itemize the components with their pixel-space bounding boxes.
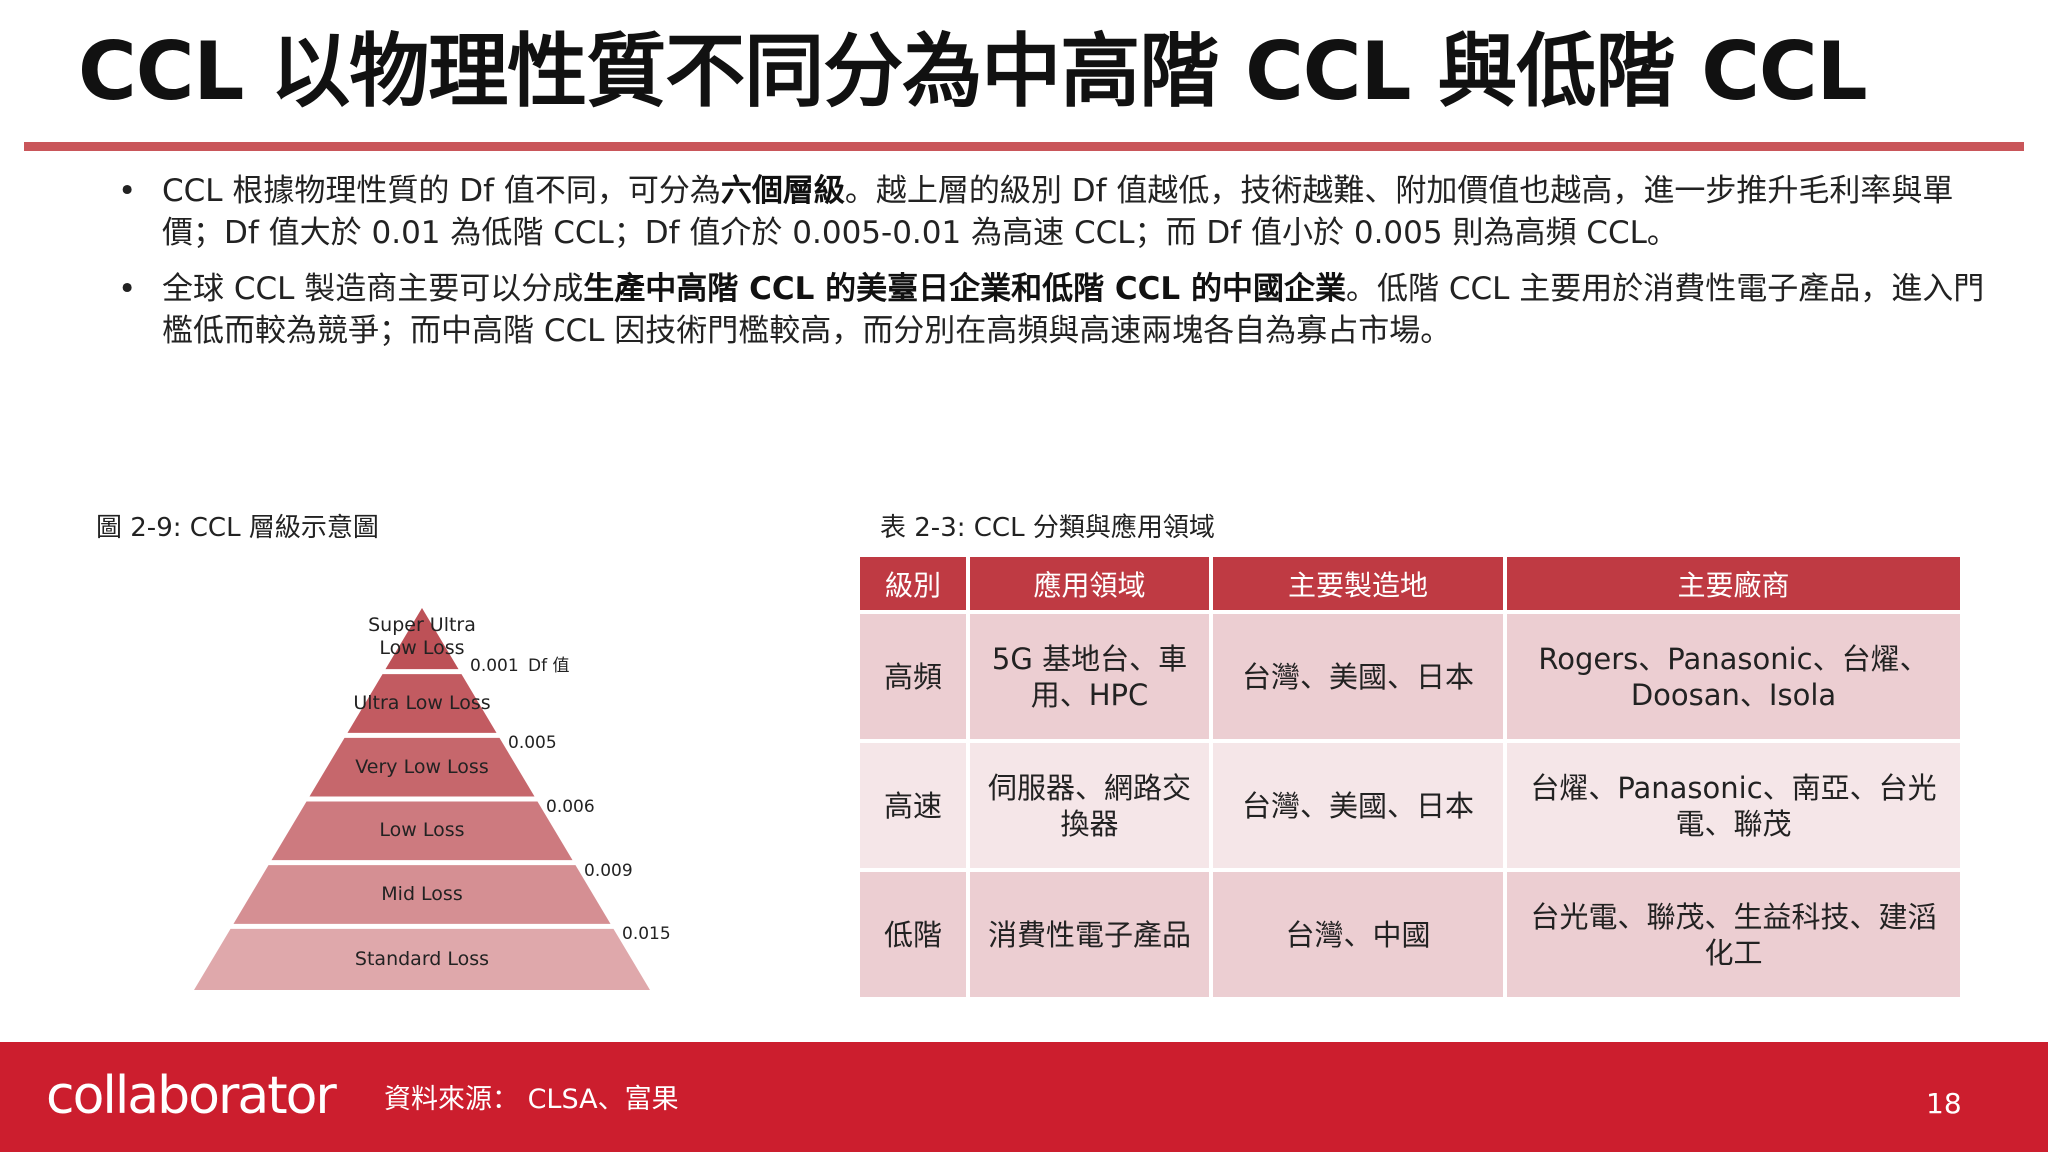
pyramid-level-4 [271,801,573,861]
bullet-text-pre: CCL 根據物理性質的 Df 值不同，可分為 [162,173,721,209]
bullet-item: • 全球 CCL 製造商主要可以分成生產中高階 CCL 的美臺日企業和低階 CC… [118,268,1998,352]
cell-application: 消費性電子產品 [966,868,1213,1001]
pyramid-level-label: Mid Loss [381,883,463,905]
bullet-text-post: 。越上層的級別 Df 值越低，技術越難、附加價值也越高，進一步推升毛利率與單價；… [162,173,1954,251]
slide-title: CCL 以物理性質不同分為中高階 CCL 與低階 CCL [78,25,1868,118]
df-axis-title: Df 值 [528,655,570,676]
pyramid-level-label: Very Low Loss [355,755,489,778]
page-number: 18 [1926,1087,1962,1120]
bullet-text-bold: 六個層級 [720,173,845,209]
header-level: 級別 [856,553,970,614]
pyramid-level-label: Ultra Low Loss [353,692,491,714]
df-value-label: 0.009 [584,860,633,881]
cell-application: 伺服器、網路交換器 [966,739,1213,872]
pyramid-level-6 [194,928,650,990]
cell-vendors: Rogers、Panasonic、台燿、Doosan、Isola [1503,610,1964,743]
table-row: 高速 伺服器、網路交換器 台灣、美國、日本 台燿、Panasonic、南亞、台光… [856,739,1964,872]
header-vendors: 主要廠商 [1503,553,1964,614]
pyramid-level-label: Super Ultra Low Loss [368,613,476,659]
footer-bar: collaborator 資料來源： CLSA、富果 18 [0,1042,2048,1152]
pyramid-level-label: Low Loss [379,819,465,842]
bullet-text-bold: 生產中高階 CCL 的美臺日企業和低階 CCL 的中國企業 [583,271,1346,307]
pyramid-level-1 [385,608,459,670]
cell-location: 台灣、美國、日本 [1209,739,1507,872]
table-row: 高頻 5G 基地台、車用、HPC 台灣、美國、日本 Rogers、Panason… [856,610,1964,743]
df-value-label: 0.001 [470,655,519,676]
bullet-text-pre: 全球 CCL 製造商主要可以分成 [162,271,584,307]
bullet-text-post: 。低階 CCL 主要用於消費性電子產品，進入門檻低而較為競爭；而中高階 CCL … [162,271,1985,349]
cell-vendors: 台燿、Panasonic、南亞、台光電、聯茂 [1503,739,1964,872]
ccl-classification-table: 級別 應用領域 主要製造地 主要廠商 高頻 5G 基地台、車用、HPC 台灣、美… [856,553,1964,1001]
pyramid-level-label: Standard Loss [354,947,490,970]
brand-logo: collaborator [46,1066,337,1126]
source-note: 資料來源： CLSA、富果 [384,1084,679,1115]
pyramid-level-3 [309,737,535,797]
cell-level: 高頻 [856,610,970,743]
title-divider [24,142,2024,151]
cell-location: 台灣、美國、日本 [1209,610,1507,743]
df-value-label: 0.005 [508,733,557,754]
bullet-list: • CCL 根據物理性質的 Df 值不同，可分為六個層級。越上層的級別 Df 值… [118,170,1998,366]
pyramid-level-2 [347,674,497,733]
df-value-label: 0.006 [546,797,595,817]
pyramid-graphic [194,608,650,990]
header-application: 應用領域 [966,553,1213,614]
df-value-label: 0.015 [622,924,671,945]
header-location: 主要製造地 [1209,553,1507,614]
cell-level: 低階 [856,868,970,1001]
table-row: 低階 消費性電子產品 台灣、中國 台光電、聯茂、生益科技、建滔化工 [856,868,1964,1001]
table-header-row: 級別 應用領域 主要製造地 主要廠商 [856,553,1964,614]
cell-application: 5G 基地台、車用、HPC [966,610,1213,743]
bullet-dot-icon: • [118,271,137,307]
cell-location: 台灣、中國 [1209,868,1507,1001]
cell-vendors: 台光電、聯茂、生益科技、建滔化工 [1503,868,1964,1001]
bullet-dot-icon: • [118,173,137,209]
ccl-level-pyramid: Super Ultra Low Loss Ultra Low Loss Very Lo… [150,596,750,1016]
pyramid-level-5 [233,865,611,924]
table-caption: 表 2-3: CCL 分類與應用領域 [880,513,1215,543]
cell-level: 高速 [856,739,970,872]
bullet-item: • CCL 根據物理性質的 Df 值不同，可分為六個層級。越上層的級別 Df 值… [118,170,1998,254]
figure-caption: 圖 2-9: CCL 層級示意圖 [96,513,379,543]
